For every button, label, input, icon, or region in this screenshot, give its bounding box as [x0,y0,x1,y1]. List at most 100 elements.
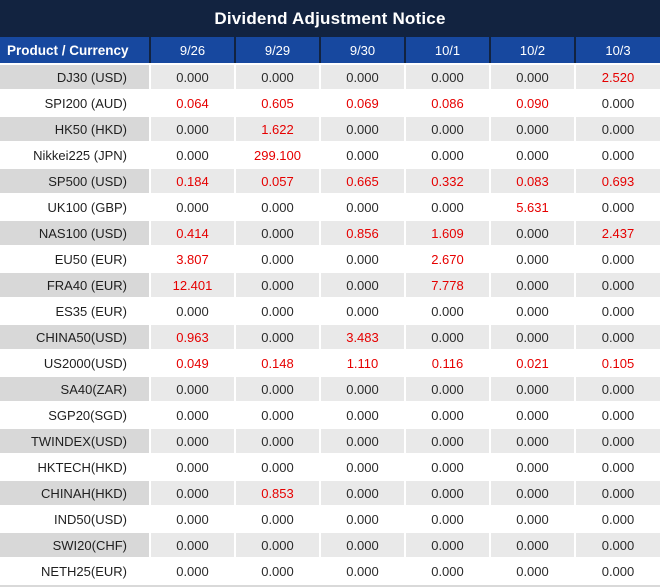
value-cell: 0.000 [149,454,235,481]
product-cell: HKTECH(HKD) [0,454,150,481]
product-cell: NAS100 (USD) [0,220,150,247]
table-row: FRA40 (EUR) 12.401 0.000 0.000 7.778 0.000 0.0… [0,272,660,299]
value-cell: 0.000 [149,480,235,507]
value-cell: 0.000 [574,298,660,325]
value-cell: 0.000 [319,454,405,481]
value-cell: 0.000 [319,506,405,533]
product-cell: CHINAH(HKD) [0,480,150,507]
product-cell: CHINA50(USD) [0,324,150,351]
table-row: SWI20(CHF) 0.000 0.000 0.000 0.000 0.000 0.000 [0,532,660,559]
value-cell: 0.000 [574,116,660,143]
value-cell: 12.401 [149,272,235,299]
value-cell: 0.000 [574,376,660,403]
product-cell: SPI200 (AUD) [0,90,150,117]
column-header-date-5: 10/2 [489,37,575,65]
column-header-date-3: 9/30 [319,37,405,65]
value-cell: 0.000 [489,142,575,169]
value-cell: 0.000 [234,428,320,455]
value-cell: 0.000 [574,402,660,429]
value-cell: 5.631 [489,194,575,221]
value-cell: 0.000 [234,246,320,273]
value-cell: 0.116 [404,350,490,377]
value-cell: 3.483 [319,324,405,351]
value-cell: 0.086 [404,90,490,117]
value-cell: 0.000 [319,558,405,585]
value-cell: 0.000 [234,454,320,481]
value-cell: 0.000 [574,246,660,273]
value-cell: 0.000 [149,402,235,429]
value-cell: 0.000 [489,506,575,533]
product-cell: FRA40 (EUR) [0,272,150,299]
value-cell: 0.000 [404,142,490,169]
value-cell: 0.000 [404,298,490,325]
value-cell: 0.693 [574,168,660,195]
product-cell: IND50(USD) [0,506,150,533]
value-cell: 0.000 [404,428,490,455]
value-cell: 0.000 [319,246,405,273]
table-row: US2000(USD) 0.049 0.148 1.110 0.116 0.021 0.10… [0,350,660,377]
value-cell: 0.000 [404,194,490,221]
value-cell: 0.000 [234,376,320,403]
value-cell: 0.000 [404,402,490,429]
product-cell: ES35 (EUR) [0,298,150,325]
value-cell: 0.000 [149,142,235,169]
table-row: SA40(ZAR) 0.000 0.000 0.000 0.000 0.000 0.000 [0,376,660,403]
value-cell: 0.000 [319,64,405,91]
value-cell: 0.000 [234,220,320,247]
value-cell: 0.000 [234,272,320,299]
value-cell: 0.000 [574,90,660,117]
table-row: HKTECH(HKD) 0.000 0.000 0.000 0.000 0.000 0.00… [0,454,660,481]
value-cell: 0.000 [149,64,235,91]
value-cell: 0.000 [319,116,405,143]
table-row: EU50 (EUR) 3.807 0.000 0.000 2.670 0.000 0.000 [0,246,660,273]
table-row: HK50 (HKD) 0.000 1.622 0.000 0.000 0.000 0.000 [0,116,660,143]
table-row: TWINDEX(USD) 0.000 0.000 0.000 0.000 0.000 0.0… [0,428,660,455]
value-cell: 1.110 [319,350,405,377]
value-cell: 0.000 [234,298,320,325]
value-cell: 0.000 [489,480,575,507]
value-cell: 0.000 [319,480,405,507]
value-cell: 0.000 [234,194,320,221]
value-cell: 0.605 [234,90,320,117]
column-header-date-6: 10/3 [574,37,660,65]
product-cell: SA40(ZAR) [0,376,150,403]
value-cell: 0.000 [574,506,660,533]
value-cell: 0.853 [234,480,320,507]
value-cell: 2.670 [404,246,490,273]
product-cell: UK100 (GBP) [0,194,150,221]
page-title: Dividend Adjustment Notice [214,8,446,28]
value-cell: 0.000 [319,376,405,403]
value-cell: 0.000 [404,64,490,91]
value-cell: 0.000 [404,324,490,351]
table-row: NAS100 (USD) 0.414 0.000 0.856 1.609 0.000 2.4… [0,220,660,247]
column-header-product: Product / Currency [0,37,150,65]
value-cell: 0.000 [319,194,405,221]
value-cell: 0.000 [404,532,490,559]
value-cell: 0.000 [489,298,575,325]
value-cell: 0.000 [574,428,660,455]
value-cell: 0.148 [234,350,320,377]
product-cell: US2000(USD) [0,350,150,377]
value-cell: 0.000 [574,272,660,299]
value-cell: 0.000 [319,142,405,169]
value-cell: 0.000 [574,480,660,507]
value-cell: 0.000 [489,220,575,247]
value-cell: 0.000 [489,402,575,429]
column-header-date-2: 9/29 [234,37,320,65]
value-cell: 0.000 [404,116,490,143]
value-cell: 0.000 [489,324,575,351]
value-cell: 299.100 [234,142,320,169]
value-cell: 0.000 [319,402,405,429]
value-cell: 0.414 [149,220,235,247]
value-cell: 0.064 [149,90,235,117]
value-cell: 0.000 [489,246,575,273]
value-cell: 0.332 [404,168,490,195]
table-row: ES35 (EUR) 0.000 0.000 0.000 0.000 0.000 0.000 [0,298,660,325]
value-cell: 0.021 [489,350,575,377]
value-cell: 0.000 [149,558,235,585]
value-cell: 0.665 [319,168,405,195]
value-cell: 0.000 [489,376,575,403]
value-cell: 0.000 [149,298,235,325]
value-cell: 2.520 [574,64,660,91]
